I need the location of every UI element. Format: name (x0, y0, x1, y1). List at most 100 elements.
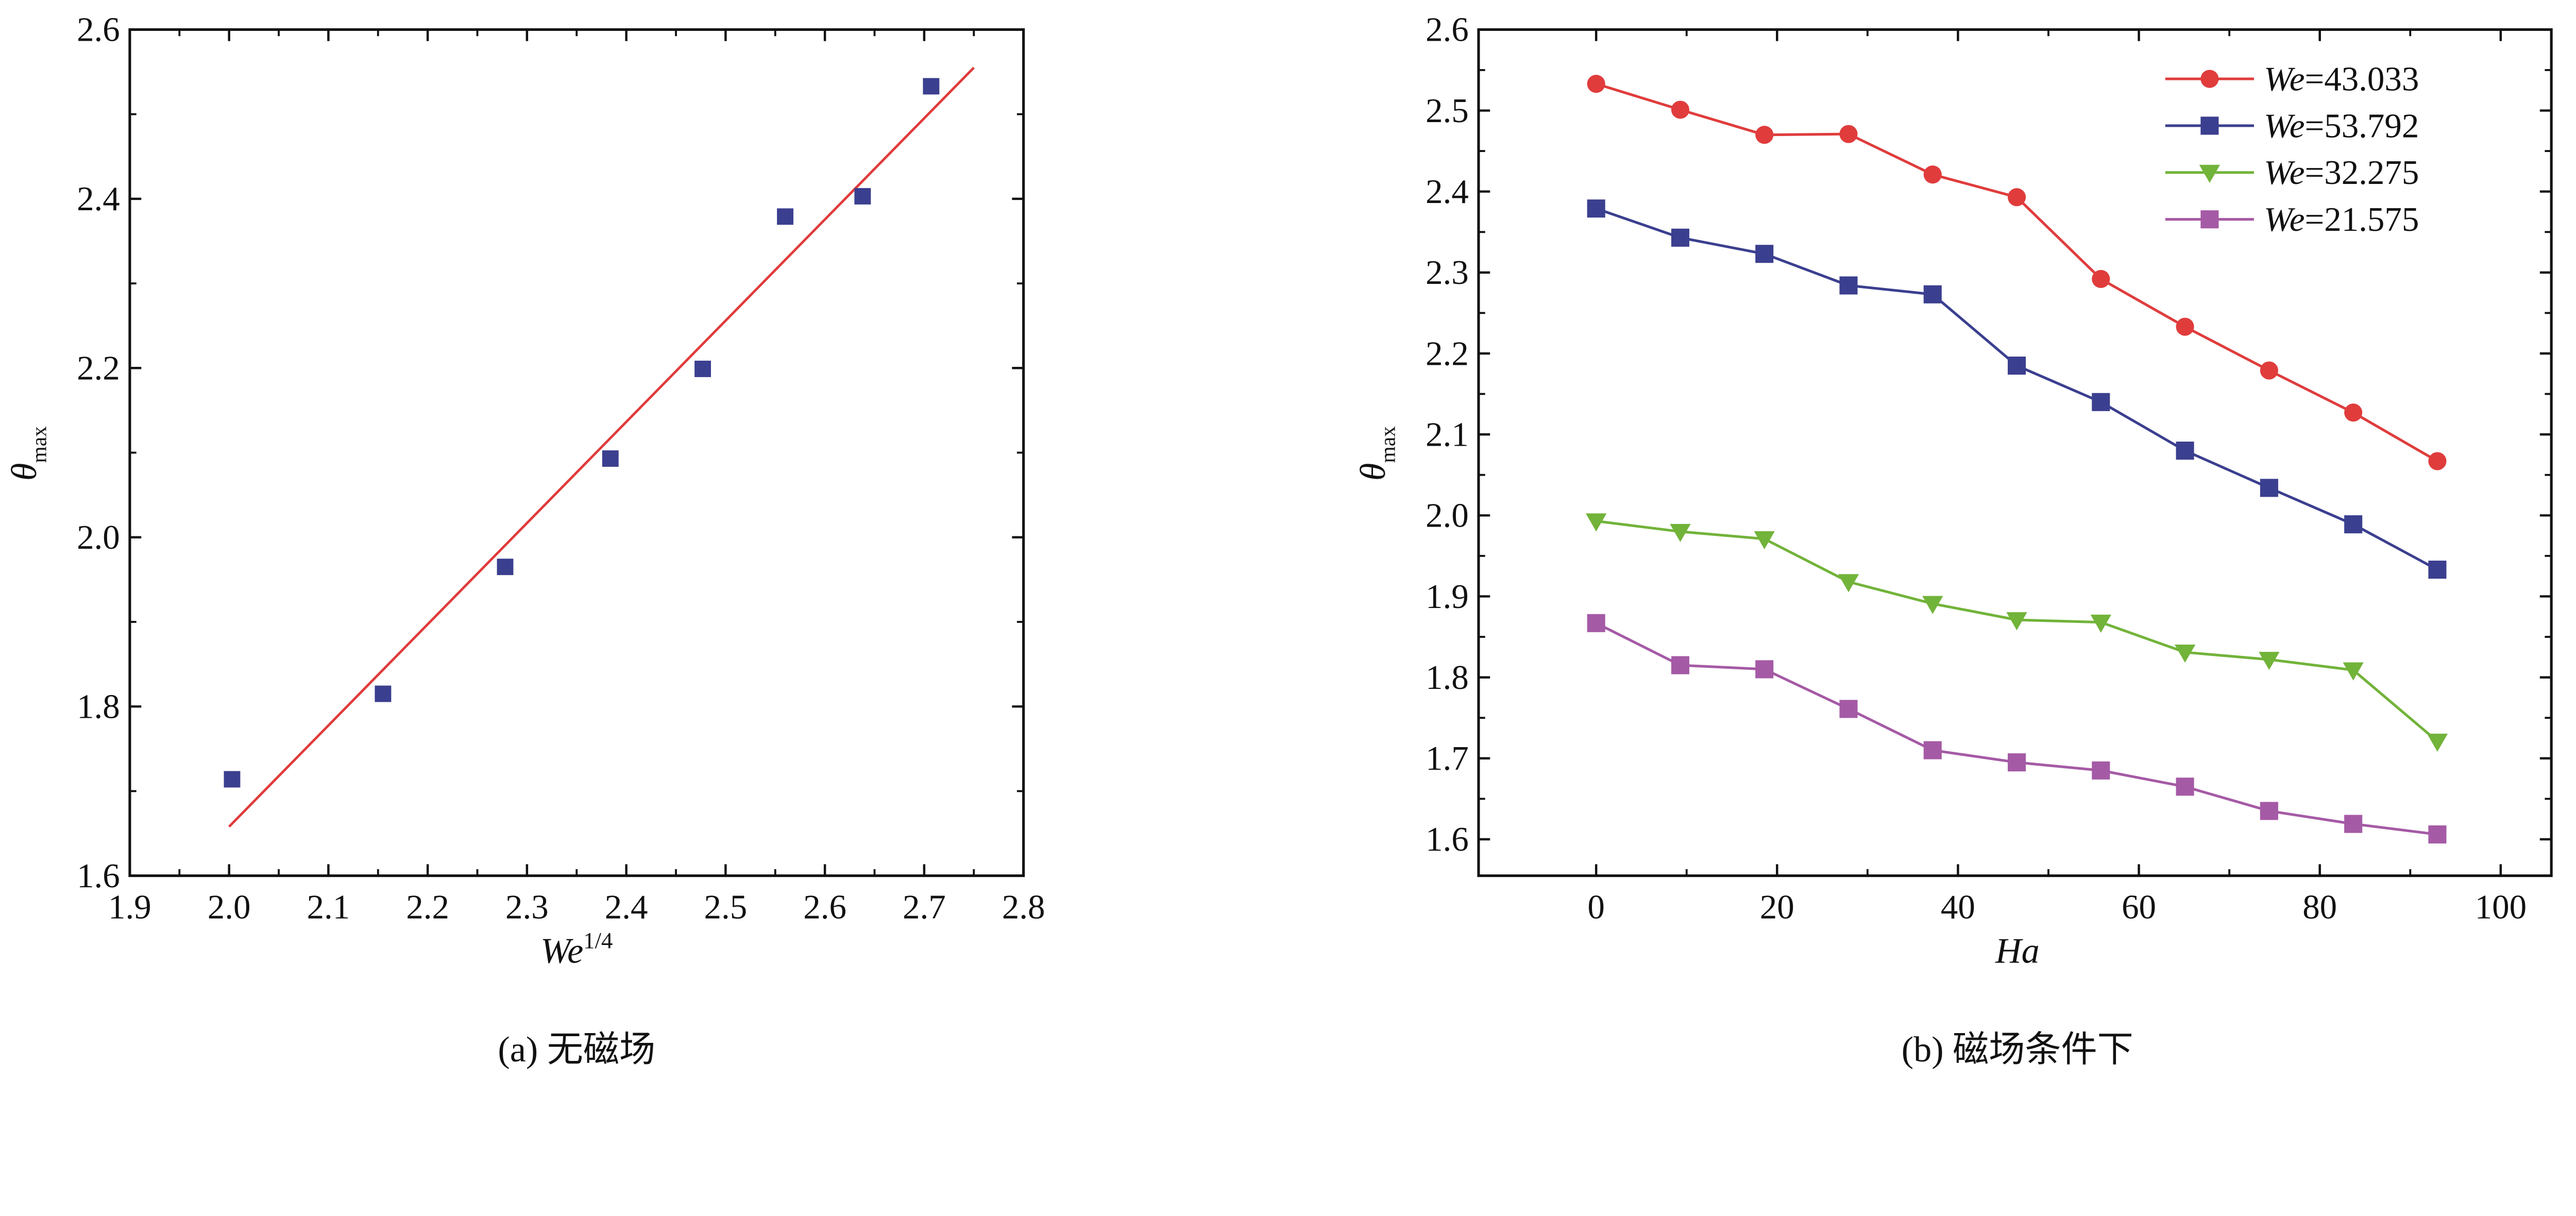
chart-b-data-point (2176, 778, 2194, 796)
chart-a-y-tick-label: 2.0 (77, 518, 120, 556)
chart-b-data-point (1670, 523, 1691, 542)
chart-a-data-point (497, 559, 514, 576)
chart-b-y-tick-label: 1.7 (1426, 739, 1469, 778)
chart-b-data-point (2428, 825, 2447, 844)
chart-b-data-point (1923, 741, 1942, 759)
chart-a-caption: (a) 无磁场 (498, 1029, 655, 1070)
chart-b-y-tick-label: 2.6 (1426, 11, 1469, 49)
chart-b-with-magnetic-field: θmax Ha (b) 磁场条件下 0 20 40 60 80 100 1.6 1.7 1.8 1… (1353, 11, 2553, 1070)
chart-b-x-tick-label: 60 (2122, 888, 2156, 926)
chart-a-no-magnetic-field: θmax We1/4 (a) 无磁场 1.9 2.0 2.1 2.2 2.3 2.4 2.5… (4, 11, 1045, 1070)
chart-a-x-tick-label: 2.4 (605, 888, 648, 926)
chart-b-data-point (1839, 700, 1858, 718)
chart-a-x-tick-label: 2.7 (903, 888, 946, 926)
chart-b-data-point (2006, 612, 2027, 631)
chart-b-data-point (2428, 452, 2447, 470)
chart-b-data-point (2344, 815, 2363, 833)
chart-a-y-tick-label: 2.6 (77, 11, 120, 49)
chart-b-data-point (2344, 403, 2363, 422)
chart-b-data-point (2007, 357, 2026, 375)
chart-b-data-point (2176, 442, 2194, 460)
chart-b-x-tick-label: 20 (1760, 888, 1794, 926)
chart-b-data-point (1585, 513, 1607, 532)
chart-a-data-point (602, 450, 619, 467)
chart-a-xlabel-sup: 1/4 (583, 927, 613, 953)
chart-b-y-tick-label: 2.4 (1426, 173, 1469, 211)
legend-label: We=43.033 (2264, 60, 2419, 98)
chart-b-data-point (2176, 317, 2194, 336)
chart-b-data-point (2092, 761, 2110, 780)
figure: θmax We1/4 (a) 无磁场 1.9 2.0 2.1 2.2 2.3 2.4 2.5… (4, 11, 2553, 1070)
chart-b-ylabel-var: θ (1353, 463, 1393, 481)
legend-marker (2199, 164, 2221, 183)
chart-b-legend-entry: We=21.575 (2165, 200, 2419, 239)
chart-b-data-point (1587, 199, 1605, 218)
chart-a-data-point (224, 771, 241, 788)
chart-a-y-tick-label: 2.2 (77, 349, 120, 387)
chart-b-data-point (1755, 126, 1774, 144)
chart-b-y-tick-label: 2.1 (1426, 415, 1469, 453)
chart-b-x-tick-label: 0 (1587, 888, 1604, 926)
chart-b-x-tick-label: 100 (2475, 888, 2527, 926)
chart-b-data-point (2260, 361, 2278, 380)
chart-b-y-tick-label: 1.9 (1426, 578, 1469, 616)
chart-a-data-point (694, 360, 711, 377)
chart-b-x-tick-label: 80 (2302, 888, 2337, 926)
chart-a-x-tick-label: 2.3 (505, 888, 549, 926)
chart-b-data-point (1671, 228, 1689, 247)
chart-b-ylabel-sub: max (1376, 426, 1399, 463)
chart-b-data-point (2092, 393, 2110, 411)
chart-a-y-tick-label: 1.8 (77, 687, 120, 725)
chart-b-data-point (1839, 125, 1858, 143)
chart-b-legend-entry: We=53.792 (2165, 107, 2419, 145)
chart-a-data-point (854, 188, 871, 205)
chart-a-data-point (923, 78, 940, 95)
legend-label: We=21.575 (2264, 200, 2419, 239)
legend-label: We=53.792 (2264, 107, 2419, 145)
chart-b-series-line (1595, 622, 2438, 836)
chart-a-data-point (777, 208, 793, 225)
chart-b-data-point (2174, 644, 2196, 663)
legend-label: We=32.275 (2264, 154, 2419, 192)
chart-b-data-point (1754, 531, 1775, 550)
chart-b-x-tick-label: 40 (1941, 888, 1975, 926)
chart-a-x-tick-label: 2.1 (307, 888, 350, 926)
chart-b-data-point (2343, 662, 2364, 681)
chart-b-data-point (2427, 733, 2448, 752)
chart-b-data-point (1922, 596, 1943, 614)
chart-b-data-point (2007, 753, 2026, 772)
chart-b-legend-entry: We=43.033 (2165, 60, 2419, 98)
chart-b-data-point (1923, 285, 1942, 303)
chart-b-data-point (2092, 269, 2110, 288)
chart-b-data-point (1755, 660, 1774, 679)
chart-b-data-point (1755, 245, 1774, 263)
chart-a-x-tick-label: 2.6 (803, 888, 846, 926)
legend-marker (2200, 210, 2219, 229)
chart-b-data-point (2260, 802, 2278, 820)
chart-b-y-tick-label: 2.0 (1426, 497, 1469, 535)
chart-a-x-tick-label: 2.8 (1002, 888, 1045, 926)
chart-b-legend-entry: We=32.275 (2165, 154, 2419, 192)
chart-a-x-tick-label: 1.9 (108, 888, 151, 926)
legend-marker (2200, 116, 2219, 135)
chart-a-fit-line (228, 66, 975, 828)
chart-b-y-tick-label: 1.8 (1426, 658, 1469, 697)
chart-b-series-53-792 (1587, 199, 2447, 579)
chart-a-y-tick-label: 2.4 (77, 180, 120, 218)
chart-a-ylabel: θmax (4, 426, 50, 481)
chart-b-ylabel: θmax (1353, 426, 1399, 481)
chart-b-data-point (1587, 614, 1605, 632)
chart-b-data-point (2428, 561, 2447, 579)
chart-b-plot-frame (1477, 28, 2553, 877)
chart-b-xlabel: Ha (1995, 931, 2040, 971)
chart-a-ylabel-sub: max (27, 426, 50, 463)
chart-a-xlabel-var: We (540, 931, 583, 971)
chart-b-y-tick-label: 2.3 (1426, 254, 1469, 292)
chart-b-y-tick-label: 1.6 (1426, 820, 1469, 858)
chart-a-y-tick-label: 1.6 (77, 857, 120, 895)
chart-b-series-21-575 (1587, 614, 2447, 844)
chart-b-series-43-033 (1587, 75, 2447, 470)
chart-b-series-line (1596, 519, 2438, 742)
chart-b-data-point (2090, 614, 2111, 633)
chart-a-ylabel-var: θ (4, 463, 44, 481)
